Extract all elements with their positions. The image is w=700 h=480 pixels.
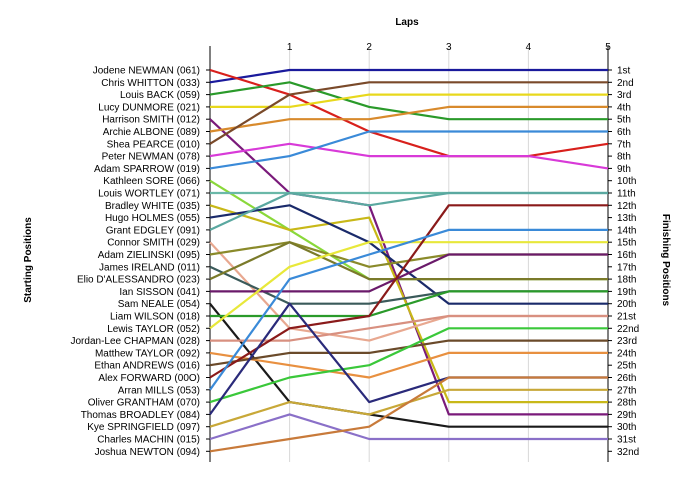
series-line-9 bbox=[209, 130, 608, 170]
series-line-24 bbox=[209, 351, 608, 379]
starting-position-labels: Jodene NEWMAN (061)Chris WHITTON (033)Lo… bbox=[71, 66, 201, 458]
series-line-4 bbox=[210, 93, 608, 109]
finishing-position-label: 30th bbox=[617, 422, 636, 433]
starting-position-label: Sam NEALE (054) bbox=[118, 299, 200, 310]
starting-position-label: Joshua NEWTON (094) bbox=[95, 447, 200, 458]
starting-position-label: Lewis TAYLOR (052) bbox=[107, 324, 200, 335]
finishing-position-label: 22nd bbox=[617, 324, 639, 335]
series-line-21 bbox=[210, 290, 608, 318]
finishing-position-label: 25th bbox=[617, 361, 636, 372]
finishing-position-label: 32nd bbox=[617, 447, 639, 458]
series-line-1 bbox=[209, 68, 608, 84]
series-line-29 bbox=[209, 302, 608, 416]
starting-position-label: Jodene NEWMAN (061) bbox=[93, 66, 200, 77]
series-line-5 bbox=[209, 118, 608, 416]
finishing-position-label: 10th bbox=[617, 176, 636, 187]
starting-position-label: Arran MILLS (053) bbox=[118, 385, 200, 396]
lap-tick-label: 5 bbox=[605, 42, 611, 53]
series-line-18 bbox=[209, 241, 608, 281]
finishing-position-label: 14th bbox=[617, 225, 636, 236]
starting-position-label: Connor SMITH (029) bbox=[107, 238, 200, 249]
lap-tick-labels: 1 2 3 4 5 bbox=[287, 42, 611, 53]
finishing-position-label: 11th bbox=[617, 189, 636, 200]
finishing-position-label: 31st bbox=[617, 435, 636, 446]
finishing-position-label: 9th bbox=[617, 164, 631, 175]
finishing-position-label: 17th bbox=[617, 262, 636, 273]
starting-position-label: Grant EDGLEY (091) bbox=[106, 225, 200, 236]
series-lines bbox=[209, 68, 609, 453]
finishing-position-label: 26th bbox=[617, 373, 636, 384]
finishing-position-label: 29th bbox=[617, 410, 636, 421]
finishing-position-label: 4th bbox=[617, 102, 631, 113]
lap-tick-label: 1 bbox=[287, 42, 293, 53]
series-line-19 bbox=[210, 253, 608, 293]
starting-position-label: Thomas BROADLEY (084) bbox=[81, 410, 200, 421]
series-line-8 bbox=[209, 142, 609, 170]
finishing-position-label: 19th bbox=[617, 287, 636, 298]
finishing-position-label: 23rd bbox=[617, 336, 637, 347]
series-line-32 bbox=[209, 376, 608, 453]
starting-position-label: Kathleen SORE (066) bbox=[103, 176, 200, 187]
finishing-position-label: 2nd bbox=[617, 78, 634, 89]
y-axis-right-title: Finishing Positions bbox=[660, 214, 671, 307]
starting-position-label: Ian SISSON (041) bbox=[119, 287, 200, 298]
starting-position-label: Hugo HOLMES (055) bbox=[105, 213, 200, 224]
x-axis-title: Laps bbox=[395, 17, 419, 28]
series-line-27 bbox=[209, 228, 608, 391]
starting-position-label: Harrison SMITH (012) bbox=[102, 115, 200, 126]
starting-position-label: Elio D'ALESSANDRO (023) bbox=[77, 275, 200, 286]
finishing-position-label: 3rd bbox=[617, 90, 631, 101]
starting-position-label: Shea PEARCE (010) bbox=[107, 139, 200, 150]
series-line-7 bbox=[209, 81, 608, 145]
series-line-14 bbox=[209, 191, 608, 231]
finishing-position-label: 5th bbox=[617, 115, 631, 126]
starting-position-label: Liam WILSON (018) bbox=[110, 312, 200, 323]
finishing-position-label: 7th bbox=[617, 139, 631, 150]
finishing-position-label: 15th bbox=[617, 238, 636, 249]
starting-position-label: Adam ZIELINSKI (095) bbox=[98, 250, 200, 261]
starting-position-label: Alex FORWARD (00O) bbox=[98, 373, 200, 384]
starting-position-label: Ethan ANDREWS (016) bbox=[94, 361, 200, 372]
lap-tick-label: 4 bbox=[526, 42, 532, 53]
series-line-23 bbox=[210, 314, 608, 342]
finishing-position-label: 16th bbox=[617, 250, 636, 261]
starting-position-label: Oliver GRANTHAM (070) bbox=[88, 398, 200, 409]
finishing-position-label: 8th bbox=[617, 152, 631, 163]
starting-position-label: Louis BACK (059) bbox=[120, 90, 200, 101]
starting-position-label: James IRELAND (011) bbox=[99, 262, 200, 273]
series-line-2 bbox=[209, 68, 609, 158]
finishing-position-label: 18th bbox=[617, 275, 636, 286]
series-line-26 bbox=[209, 204, 608, 379]
finishing-position-label: 24th bbox=[617, 348, 636, 359]
series-line-12 bbox=[209, 204, 608, 404]
series-line-31 bbox=[209, 413, 608, 441]
series-line-6 bbox=[209, 105, 608, 133]
finishing-position-label: 21st bbox=[617, 312, 636, 323]
lap-tick-label: 3 bbox=[446, 42, 452, 53]
starting-position-label: Jordan-Lee CHAPMAN (028) bbox=[71, 336, 201, 347]
starting-position-label: Peter NEWMAN (078) bbox=[102, 152, 200, 163]
finishing-position-label: 20th bbox=[617, 299, 636, 310]
starting-position-label: Chris WHITTON (033) bbox=[101, 78, 200, 89]
finishing-position-label: 27th bbox=[617, 385, 636, 396]
starting-position-label: Charles MACHIN (015) bbox=[97, 435, 200, 446]
starting-position-label: Lucy DUNMORE (021) bbox=[98, 102, 200, 113]
finishing-position-labels: 1st2nd3rd4th5th6th7th8th9th10th11th12th1… bbox=[617, 66, 639, 458]
starting-position-label: Adam SPARROW (019) bbox=[94, 164, 200, 175]
starting-position-label: Bradley WHITE (035) bbox=[105, 201, 200, 212]
series-line-20 bbox=[209, 303, 608, 428]
lap-tick-label: 2 bbox=[366, 42, 372, 53]
finishing-position-label: 1st bbox=[617, 66, 631, 77]
starting-position-label: Matthew TAYLOR (092) bbox=[95, 348, 200, 359]
finishing-position-label: 13th bbox=[617, 213, 636, 224]
starting-position-label: Louis WORTLEY (071) bbox=[98, 189, 200, 200]
finishing-position-label: 12th bbox=[617, 201, 636, 212]
y-axis-left-title: Starting Positions bbox=[23, 217, 34, 303]
finishing-position-label: 28th bbox=[617, 398, 636, 409]
series-line-28 bbox=[209, 327, 608, 404]
starting-position-label: Archie ALBONE (089) bbox=[103, 127, 200, 138]
starting-position-label: Kye SPRINGFIELD (097) bbox=[87, 422, 200, 433]
finishing-position-label: 6th bbox=[617, 127, 631, 138]
